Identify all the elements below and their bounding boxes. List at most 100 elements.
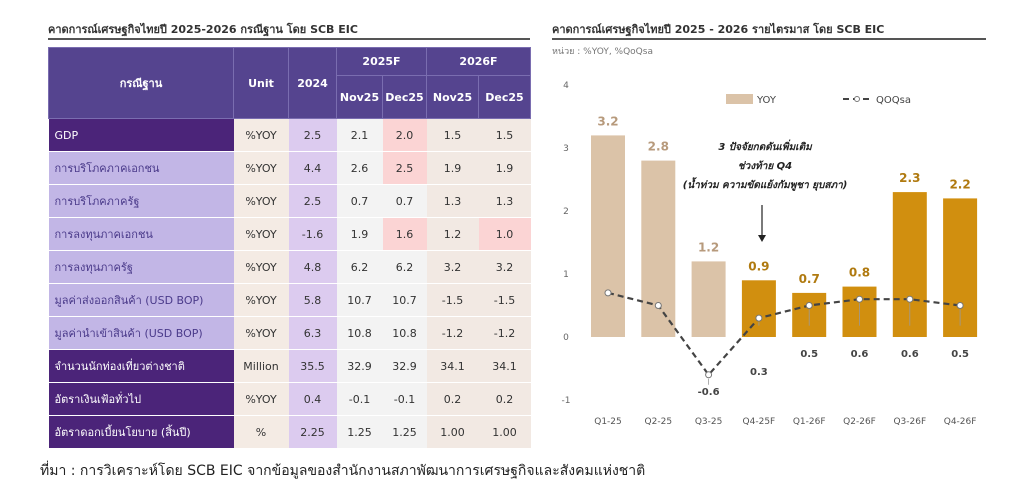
y-tick-label: -1 <box>562 396 571 406</box>
forecast-value: -0.1 <box>336 382 383 416</box>
header-unit: Unit <box>233 47 289 119</box>
annotation-text: ช่วงท้าย Q4 <box>738 160 792 172</box>
value-2024: 4.8 <box>288 250 337 284</box>
forecast-value: 3.2 <box>426 250 479 284</box>
forecast-value: 6.2 <box>382 250 427 284</box>
yoy-bar <box>641 160 676 337</box>
table-row: การลงทุนภาครัฐ %YOY 4.8 6.2 6.2 3.2 3.2 <box>48 250 531 284</box>
yoy-data-label: 2.2 <box>949 177 970 191</box>
value-2024: 4.4 <box>288 151 337 185</box>
yoy-bar <box>591 135 625 337</box>
forecast-value: -1.5 <box>426 283 479 317</box>
qoq-point <box>654 302 662 309</box>
row-label: มูลค่านำเข้าสินค้า (USD BOP) <box>48 316 234 350</box>
value-2024: 0.4 <box>288 382 337 416</box>
legend-yoy-label: YOY <box>756 95 777 106</box>
table-title-rule <box>48 38 530 40</box>
unit-cell: %YOY <box>233 118 289 152</box>
chart-subtitle: หน่วย : %YOY, %QoQsa <box>552 47 653 57</box>
forecast-value: -0.1 <box>382 382 427 416</box>
forecast-value: 0.7 <box>382 184 427 218</box>
forecast-value: 0.2 <box>426 382 479 416</box>
y-tick-label: 3 <box>563 144 569 154</box>
forecast-value: 34.1 <box>426 349 479 383</box>
qoq-data-label: 0.5 <box>800 349 818 360</box>
x-tick-label: Q3-26F <box>893 417 926 427</box>
forecast-value: 0.2 <box>478 382 531 416</box>
yoy-data-label: 0.7 <box>799 272 820 286</box>
qoq-point <box>755 314 763 322</box>
y-tick-label: 0 <box>563 333 569 343</box>
forecast-value: 1.9 <box>426 151 479 185</box>
qoq-data-label: -0.6 <box>698 387 720 398</box>
forecast-value: 1.6 <box>382 217 427 251</box>
forecast-value: 1.25 <box>336 415 383 449</box>
value-2024: 2.5 <box>288 184 337 218</box>
unit-cell: %YOY <box>233 217 289 251</box>
legend-yoy-swatch <box>726 94 753 104</box>
qoq-point <box>906 295 914 303</box>
forecast-value: 34.1 <box>478 349 531 383</box>
yoy-data-label: 3.2 <box>597 114 618 128</box>
yoy-data-label: 2.3 <box>899 171 920 185</box>
forecast-value: 1.3 <box>478 184 531 218</box>
table-row: การลงทุนภาคเอกชน %YOY -1.6 1.9 1.6 1.2 1.0 <box>48 217 531 251</box>
table-row: มูลค่านำเข้าสินค้า (USD BOP) %YOY 6.3 10.8 1… <box>48 316 531 350</box>
value-2024: 2.25 <box>288 415 337 449</box>
unit-cell: %YOY <box>233 151 289 185</box>
forecast-value: 0.7 <box>336 184 383 218</box>
unit-cell: %YOY <box>233 283 289 317</box>
row-label: การลงทุนภาครัฐ <box>48 250 234 284</box>
forecast-value: 1.5 <box>478 118 531 152</box>
table-row: การบริโภคภาครัฐ %YOY 2.5 0.7 0.7 1.3 1.3 <box>48 184 531 218</box>
forecast-value: 10.7 <box>336 283 383 317</box>
qoq-point <box>805 302 813 309</box>
value-2024: 2.5 <box>288 118 337 152</box>
x-tick-label: Q2-25 <box>645 417 673 427</box>
forecast-value: 10.7 <box>382 283 427 317</box>
forecast-value: 10.8 <box>382 316 427 350</box>
forecast-value: 6.2 <box>336 250 383 284</box>
header-2026-dec: Dec25 <box>478 75 531 119</box>
forecast-value: 1.9 <box>478 151 531 185</box>
row-label: มูลค่าส่งออกสินค้า (USD BOP) <box>48 283 234 317</box>
forecast-value: -1.2 <box>426 316 479 350</box>
row-label: GDP <box>48 118 234 152</box>
source-note: ที่มา : การวิเคราะห์โดย SCB EIC จากข้อมู… <box>40 463 646 479</box>
unit-cell: %YOY <box>233 382 289 416</box>
forecast-value: -1.2 <box>478 316 531 350</box>
qoq-point <box>705 371 713 379</box>
y-tick-label: 2 <box>563 207 569 217</box>
value-2024: -1.6 <box>288 217 337 251</box>
forecast-value: 3.2 <box>478 250 531 284</box>
annotation-arrowhead <box>758 235 766 242</box>
forecast-value: 1.00 <box>426 415 479 449</box>
qoq-data-label: 0.3 <box>750 367 768 378</box>
y-tick-label: 1 <box>563 270 569 280</box>
forecast-value: 1.25 <box>382 415 427 449</box>
yoy-data-label: 0.9 <box>748 259 769 273</box>
chart-title: คาดการณ์เศรษฐกิจไทยปี 2025 - 2026 รายไตร… <box>552 23 885 36</box>
value-2024: 35.5 <box>288 349 337 383</box>
table-row: อัตราเงินเฟ้อทั่วไป %YOY 0.4 -0.1 -0.1 0.2 0.2 <box>48 382 531 416</box>
table-row: มูลค่าส่งออกสินค้า (USD BOP) %YOY 5.8 10.7 1… <box>48 283 531 317</box>
qoq-data-label: 0.6 <box>851 349 869 360</box>
yoy-bar <box>741 280 776 337</box>
qoq-point <box>856 295 863 303</box>
yoy-data-label: 0.8 <box>849 266 870 280</box>
x-tick-label: Q1-26F <box>793 417 826 427</box>
unit-cell: % <box>233 415 289 449</box>
row-label: การบริโภคภาครัฐ <box>48 184 234 218</box>
forecast-value: 1.9 <box>336 217 383 251</box>
forecast-value: 2.6 <box>336 151 383 185</box>
qoq-point <box>956 302 964 309</box>
table-row: การบริโภคภาคเอกชน %YOY 4.4 2.6 2.5 1.9 1.9 <box>48 151 531 185</box>
x-tick-label: Q4-26F <box>944 417 977 427</box>
row-label: จำนวนนักท่องเที่ยวต่างชาติ <box>48 349 234 383</box>
row-label: อัตราเงินเฟ้อทั่วไป <box>48 382 234 416</box>
forecast-value: 32.9 <box>382 349 427 383</box>
y-tick-label: 4 <box>563 81 569 91</box>
header-2025-dec: Dec25 <box>382 75 427 119</box>
value-2024: 5.8 <box>288 283 337 317</box>
